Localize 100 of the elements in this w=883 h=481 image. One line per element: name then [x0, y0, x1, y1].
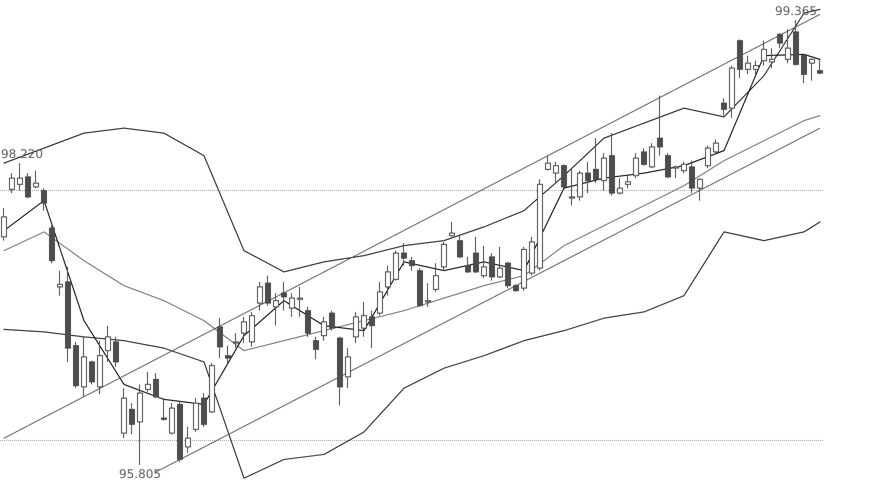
candlestick [457, 234, 463, 259]
candlestick [505, 261, 511, 289]
candlestick [425, 282, 431, 308]
candlestick [705, 145, 711, 169]
candlestick [529, 236, 535, 276]
candlestick [777, 32, 783, 49]
candlestick [169, 402, 175, 435]
candlestick [89, 360, 95, 385]
candlestick [153, 372, 159, 399]
candlestick [57, 270, 63, 296]
candlestick [441, 241, 447, 272]
candlestick [73, 341, 79, 389]
candlestick [113, 336, 119, 368]
candlestick [593, 138, 599, 184]
candlestick [617, 178, 623, 195]
candlestick [473, 236, 479, 274]
candlestick [241, 316, 247, 344]
candlestick [537, 178, 543, 272]
annotation: 95.805 [119, 467, 161, 481]
candlestick [633, 152, 639, 179]
candlestick [673, 165, 679, 179]
candlestick [201, 392, 207, 428]
candlestick [793, 20, 799, 66]
candlestick [513, 284, 519, 292]
candlestick [265, 275, 271, 306]
candlestick [161, 398, 167, 422]
candlestick [377, 281, 383, 316]
candlestick [801, 54, 807, 84]
candlestick [561, 164, 567, 189]
candlestick [177, 401, 183, 462]
candlestick [753, 60, 759, 75]
candlestick [409, 256, 415, 272]
candlestick [361, 301, 367, 338]
candlestick [449, 221, 455, 238]
candlestick [185, 426, 191, 454]
candlestick [225, 345, 231, 364]
candlestick [313, 336, 319, 360]
candlestick [697, 178, 703, 202]
candlestick [65, 266, 71, 362]
candlestick [41, 188, 47, 212]
candlestick [233, 332, 239, 349]
candlestick [417, 268, 423, 308]
candlestick [305, 306, 311, 338]
candlestick [689, 160, 695, 194]
candlestick [137, 384, 143, 466]
candlestick [713, 138, 719, 154]
candlestick [353, 311, 359, 344]
candlestick [81, 336, 87, 398]
candlestick [577, 170, 583, 202]
candlestick [9, 172, 15, 194]
candlestick [97, 340, 103, 395]
candlestick [489, 252, 495, 282]
candlestick [297, 286, 303, 318]
candlestick [817, 58, 823, 75]
candlestick [745, 55, 751, 75]
candlestick [385, 265, 391, 296]
candlestick [649, 142, 655, 169]
candlestick [465, 256, 471, 274]
candlestick [281, 281, 287, 312]
candlestick [721, 98, 727, 116]
candlestick [217, 318, 223, 359]
annotation: 99.365 [775, 4, 817, 18]
candlestick [345, 348, 351, 389]
candlestick [393, 250, 399, 282]
candlestick [585, 161, 591, 194]
candlestick [737, 38, 743, 79]
candlestick [25, 172, 31, 199]
candlestick [1, 208, 7, 242]
candlestick [33, 170, 39, 189]
candlestick [809, 58, 815, 82]
candlestick [521, 246, 527, 292]
candlestick [49, 225, 55, 264]
candlestick [433, 262, 439, 292]
candlestick [105, 325, 111, 362]
candlestick [657, 95, 663, 156]
candlestick [401, 242, 407, 266]
candlestick [249, 311, 255, 348]
candlestick [761, 40, 767, 66]
candlestick [17, 162, 23, 192]
candlestick [369, 310, 375, 349]
candlestick [785, 28, 791, 64]
candlestick [729, 65, 735, 119]
candlestick [129, 402, 135, 435]
candlestick [145, 371, 151, 392]
candlestick [209, 362, 215, 414]
candlestick [337, 336, 343, 406]
candlestick [625, 175, 631, 189]
candlestick [601, 152, 607, 192]
candlestick [681, 161, 687, 174]
candlestick [121, 388, 127, 439]
candlestick [481, 245, 487, 279]
candlestick [273, 292, 279, 326]
candlestick [553, 161, 559, 184]
candlestick [329, 310, 335, 332]
candlestick [665, 152, 671, 179]
candlestick [569, 168, 575, 206]
candlestick [769, 48, 775, 69]
candlestick [289, 292, 295, 318]
candlestick [497, 246, 503, 279]
candlestick [641, 148, 647, 166]
